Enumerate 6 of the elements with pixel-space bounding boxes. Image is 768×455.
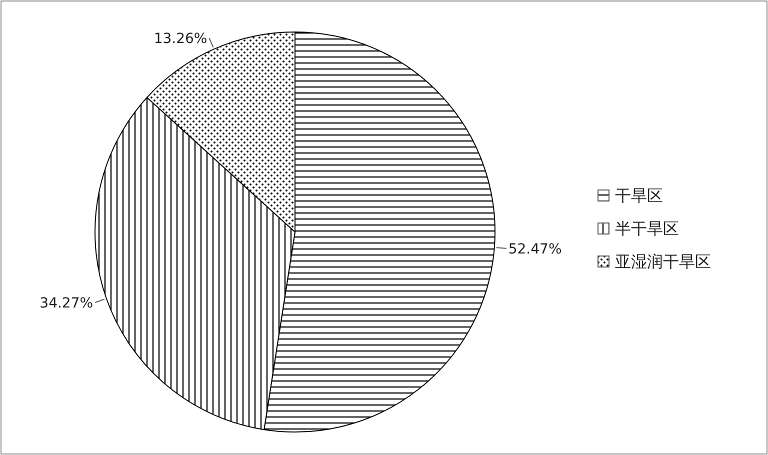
data-label: 34.27% xyxy=(40,295,94,312)
data-label: 52.47% xyxy=(508,241,562,258)
data-label: 13.26% xyxy=(154,31,208,48)
legend-label: 半干旱区 xyxy=(615,219,679,238)
legend-label: 亚湿润干旱区 xyxy=(615,252,711,271)
legend-label: 干旱区 xyxy=(615,186,663,205)
